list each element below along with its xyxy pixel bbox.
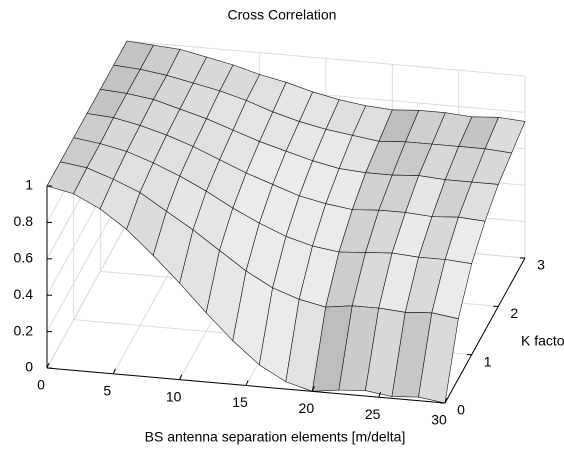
surface-cell (418, 312, 459, 404)
y-axis (444, 257, 526, 404)
tick-mark (46, 362, 50, 369)
tick-mark (311, 386, 315, 392)
z-tick-label: 1 (25, 177, 33, 193)
tick-mark (112, 368, 116, 375)
x-tick-label: 20 (299, 400, 315, 416)
x-axis-label: BS antenna separation elements [m/delta] (145, 429, 406, 445)
y-tick-label: 2 (510, 305, 518, 321)
tick-mark (444, 397, 448, 404)
grid-line (46, 222, 128, 369)
x-tick-label: 15 (232, 394, 248, 410)
y-tick-label: 0 (457, 402, 465, 418)
x-tick-label: 10 (166, 388, 182, 404)
y-tick-label: 1 (484, 353, 492, 369)
tick-mark (179, 374, 183, 380)
y-tick-label: 3 (537, 257, 545, 273)
z-tick-label: 0 (25, 359, 33, 375)
x-tick-label: 0 (37, 377, 45, 393)
x-tick-label: 5 (103, 383, 111, 399)
tick-mark (245, 380, 249, 386)
chart-title: Cross Correlation (228, 7, 337, 23)
z-tick-label: 0.8 (14, 213, 34, 229)
y-axis-label: K factor (521, 333, 564, 349)
x-tick-label: 25 (365, 406, 381, 422)
x-tick-label: 30 (431, 412, 447, 428)
tick-mark (378, 391, 382, 398)
z-tick-label: 0.2 (14, 322, 34, 338)
z-tick-label: 0.4 (14, 286, 34, 302)
z-tick-label: 0.6 (14, 250, 34, 266)
